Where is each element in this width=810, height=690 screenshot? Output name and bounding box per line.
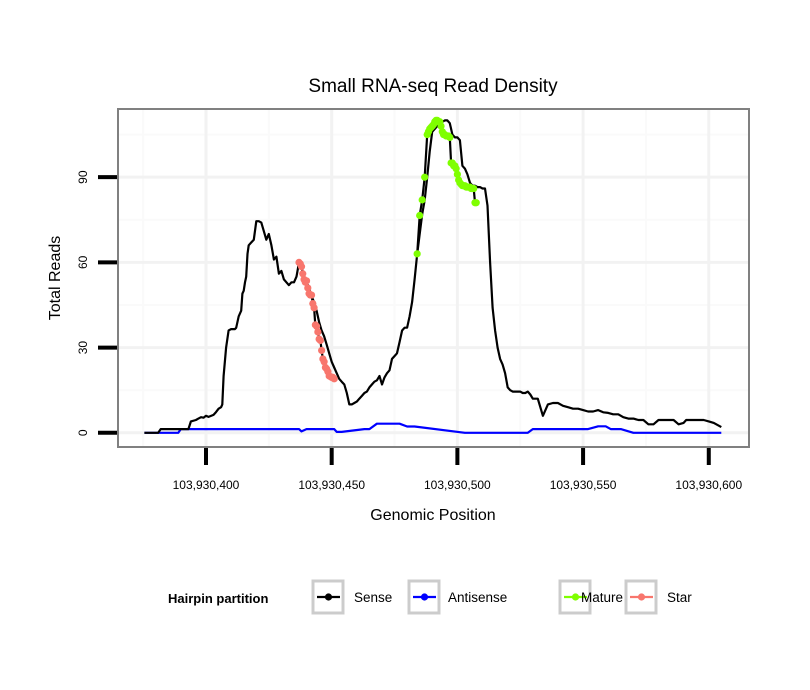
series-star [295,258,338,383]
star-point [318,346,326,355]
star-point [299,270,307,278]
series-mature [413,116,480,258]
mature-point [452,165,460,173]
y-tick-label: 0 [76,429,90,436]
x-tick-label: 103,930,600 [675,478,742,492]
y-tick-label: 60 [76,255,90,269]
legend-point-antisense [420,593,429,601]
x-tick-label: 103,930,400 [173,478,240,492]
mature-point [453,170,461,178]
star-point [297,263,306,271]
star-point [330,375,338,383]
series-sense [144,119,722,434]
star-point [320,358,328,366]
legend-point-sense [324,593,333,601]
star-point [316,336,324,345]
plot-panel-border [117,108,750,448]
plot-panel [117,108,750,448]
legend-label-star: Star [667,590,692,605]
star-point [302,277,311,285]
legend-title: Hairpin partition [168,591,268,606]
legend-label-mature: Mature [581,590,623,605]
series-layer [144,116,722,434]
star-point [307,291,316,299]
mature-point [418,196,426,204]
y-tick-label: 90 [76,170,90,184]
mature-point [472,199,480,207]
mature-point [437,122,445,130]
legend: Hairpin partition Sense Antisense Mature St… [168,579,692,615]
mature-point [416,211,424,220]
plot-panel-background [118,109,749,447]
chart-title: Small RNA-seq Read Density [308,76,558,97]
legend-point-star [637,593,646,601]
legend-label-antisense: Antisense [448,590,507,605]
x-tick-label: 103,930,450 [298,478,365,492]
legend-item-antisense: Antisense [407,579,507,615]
mature-point [413,250,421,258]
star-point [304,284,312,292]
legend-entries: Sense Antisense Mature Star [311,579,692,615]
legend-item-mature: Mature [558,579,623,615]
mature-point [421,173,429,181]
x-axis: 103,930,400 103,930,450 103,930,500 103,930… [173,448,742,492]
series-antisense [144,422,722,434]
y-axis: 0 30 60 90 [76,170,117,436]
legend-label-sense: Sense [354,590,392,605]
y-axis-title: Total Reads [47,236,64,321]
mature-point [446,133,454,142]
legend-item-star: Star [624,579,692,615]
sense-line [144,119,722,434]
star-point [313,322,321,330]
x-tick-label: 103,930,550 [550,478,617,492]
star-point [310,304,318,312]
y-tick-label: 30 [76,341,90,355]
star-point [314,328,322,336]
x-axis-title: Genomic Position [370,507,495,524]
legend-point-mature [571,593,580,601]
antisense-line [144,422,722,434]
x-tick-label: 103,930,500 [424,478,491,492]
legend-item-sense: Sense [311,579,392,615]
mature-point [470,184,478,193]
